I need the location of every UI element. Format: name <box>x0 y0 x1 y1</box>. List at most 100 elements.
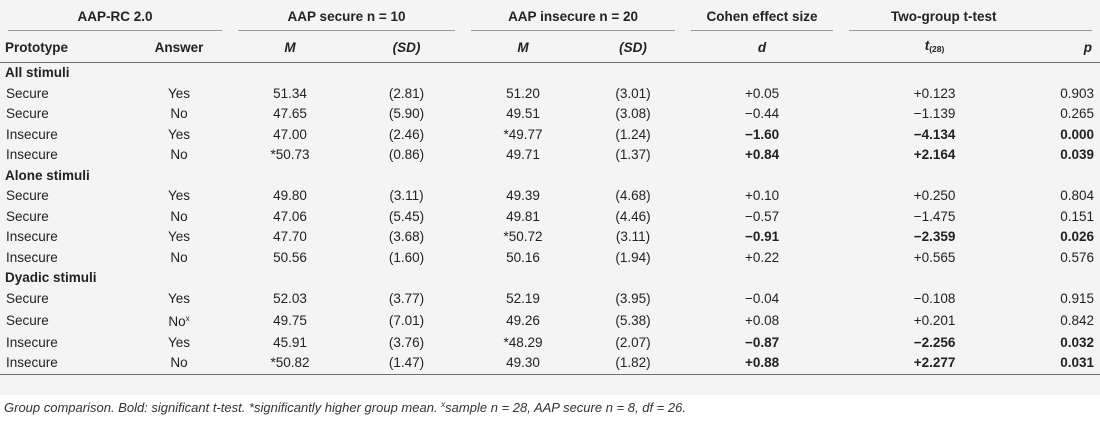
cell-prototype: Insecure <box>6 147 58 162</box>
cell-m-secure: *50.82 <box>230 353 351 375</box>
cell-sd-insecure: (3.11) <box>615 229 651 244</box>
table-row: Insecure No *50.82 (1.47) 49.30 (1.82) +0.88 +2… <box>0 353 1100 375</box>
cell-t: +0.565 <box>913 249 956 265</box>
section-row: Alone stimuli <box>0 166 1100 187</box>
cell-m-insecure: 49.26 <box>506 312 540 328</box>
cell-answer: No <box>170 106 188 121</box>
col-t: t(28) <box>841 33 1029 63</box>
cell-p: 0.903 <box>1060 85 1095 101</box>
table-row: Secure Nox 49.75 (7.01) 49.26 (5.38) +0.08 +0.2… <box>0 309 1100 333</box>
cell-p: 0.000 <box>1060 126 1095 142</box>
cell-sd-secure: (3.11) <box>389 188 424 203</box>
cell-sd-secure: (0.86) <box>388 147 425 162</box>
cell-m-secure: 47.70 <box>273 229 307 244</box>
cell-d: +0.22 <box>744 249 780 265</box>
table-background <box>0 0 1100 395</box>
cell-answer: Yes <box>167 290 191 306</box>
cell-sd-insecure: (1.82) <box>583 353 684 375</box>
cell-m-insecure: *50.72 <box>503 229 543 244</box>
cell-m-insecure: 50.16 <box>506 249 540 265</box>
cell-d: +0.84 <box>744 147 780 162</box>
cell-m-insecure: *49.77 <box>503 126 543 142</box>
cell-m-secure: 52.03 <box>273 290 307 306</box>
group-header-row: AAP-RC 2.0 AAP secure n = 10 AAP insecur… <box>0 0 1100 33</box>
cell-m-secure: 49.80 <box>273 188 307 203</box>
cell-d: +0.05 <box>744 85 780 101</box>
footnote-text-1: Group comparison. Bold: significant t-te… <box>4 400 442 415</box>
group-header-insecure-text: AAP insecure n = 20 <box>508 9 638 24</box>
table-row: Insecure Yes 47.70 (3.68) *50.72 (3.11) −0.91 −… <box>0 227 1100 248</box>
group-header-ttest: Two-group t-test <box>841 0 1100 33</box>
cell-d: +0.88 <box>683 353 842 375</box>
table-row: Secure Yes 52.03 (3.77) 52.19 (3.95) −0.04 −0.1… <box>0 289 1100 310</box>
section-title: All stimuli <box>5 65 70 80</box>
cell-m-insecure: *48.29 <box>503 334 543 350</box>
cell-answer: Yes <box>167 85 191 101</box>
table-row: Secure Yes 51.34 (2.81) 51.20 (3.01) +0.05 +0.1… <box>0 84 1100 105</box>
cell-p: 0.915 <box>1060 290 1095 306</box>
cell-t: −1.475 <box>913 208 956 224</box>
cell-p: 0.039 <box>1060 147 1095 162</box>
table-row: Secure No 47.65 (5.90) 49.51 (3.08) −0.44 −1.13… <box>0 104 1100 125</box>
cell-d: +0.10 <box>744 188 780 203</box>
cell-m-insecure: 49.39 <box>506 188 540 203</box>
cell-m-insecure: 52.19 <box>506 290 540 306</box>
cell-answer: No <box>170 249 188 265</box>
col-sd-secure: (SD) <box>350 33 464 63</box>
cell-prototype: Insecure <box>6 229 58 244</box>
cell-sd-insecure: (3.01) <box>615 85 651 101</box>
cell-sd-secure: (3.77) <box>388 290 425 306</box>
cell-t: +2.277 <box>841 353 1029 375</box>
cell-answer: No <box>128 353 231 375</box>
cell-answer: Nox <box>128 309 230 333</box>
cell-prototype: Secure <box>6 290 49 306</box>
cell-sd-secure: (1.47) <box>350 353 464 375</box>
cell-m-insecure: 51.20 <box>506 85 540 101</box>
cell-t: −4.134 <box>913 126 956 142</box>
table-row: Insecure No 50.56 (1.60) 50.16 (1.94) +0.22 +0.… <box>0 248 1100 269</box>
table-row: Secure Yes 49.80 (3.11) 49.39 (4.68) +0.10 +0.2… <box>0 186 1100 207</box>
cell-d: +0.08 <box>744 312 780 328</box>
cell-t: −2.256 <box>913 334 956 350</box>
cell-m-secure: 47.06 <box>273 208 307 224</box>
group-header-aap: AAP-RC 2.0 <box>0 0 230 33</box>
cell-p: 0.842 <box>1060 312 1095 328</box>
cell-prototype: Secure <box>6 188 49 203</box>
cell-sd-secure: (5.45) <box>388 208 425 224</box>
table-body: All stimuli Secure Yes 51.34 (2.81) 51.20 (3.0… <box>0 63 1100 375</box>
col-d: d <box>683 33 842 63</box>
section-title: Alone stimuli <box>5 167 90 183</box>
cell-p: 0.026 <box>1060 229 1095 244</box>
cell-prototype: Secure <box>6 312 49 328</box>
cell-answer-sup: x <box>185 314 190 323</box>
cell-d: −1.60 <box>744 126 780 142</box>
cell-m-insecure: 49.30 <box>463 353 584 375</box>
cell-p: 0.032 <box>1060 334 1095 350</box>
group-header-secure: AAP secure n = 10 <box>230 0 463 33</box>
cell-d: −0.87 <box>744 334 780 350</box>
cell-m-secure: 49.75 <box>273 312 307 328</box>
cell-m-secure: 50.56 <box>273 249 307 265</box>
footnote-text-2: sample n = 28, AAP secure n = 8, df = 26… <box>445 400 686 415</box>
cell-prototype: Secure <box>6 85 49 101</box>
cell-sd-secure: (2.81) <box>388 85 425 101</box>
cell-m-insecure: 49.71 <box>506 147 540 162</box>
footnote-sup: x <box>441 400 446 409</box>
cell-sd-insecure: (4.68) <box>615 188 651 203</box>
col-m-insecure: M <box>463 33 584 63</box>
cell-sd-secure: (3.68) <box>388 229 425 244</box>
cell-m-secure: 45.91 <box>273 334 307 350</box>
cell-t: +0.250 <box>913 188 956 203</box>
cell-t: +2.164 <box>913 147 956 162</box>
cell-sd-secure: (2.46) <box>388 126 425 142</box>
cell-sd-secure: (1.60) <box>388 249 425 265</box>
cell-d: −0.91 <box>744 229 780 244</box>
cell-d: −0.44 <box>744 106 780 121</box>
table-row: Insecure Yes 47.00 (2.46) *49.77 (1.24) −1.60 −… <box>0 125 1100 146</box>
section-row: Dyadic stimuli <box>0 268 1100 289</box>
cell-d: −0.57 <box>744 208 780 224</box>
cell-t: −1.139 <box>913 106 956 121</box>
col-sd-insecure: (SD) <box>583 33 684 63</box>
cell-sd-insecure: (2.07) <box>615 334 651 350</box>
